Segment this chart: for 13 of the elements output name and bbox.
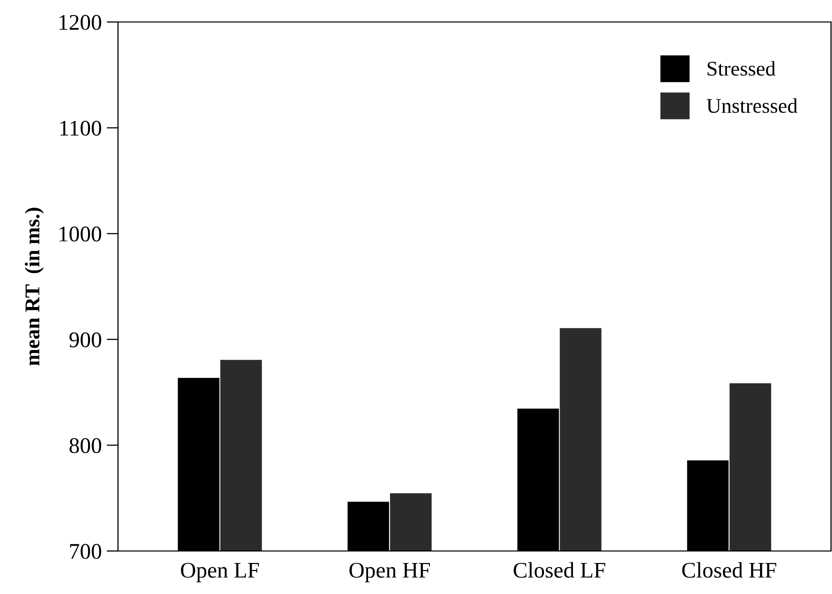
x-tick-label: Closed LF <box>514 562 606 578</box>
y-tick-label: 1200 <box>60 14 102 30</box>
y-axis-title: mean RT (in ms.) <box>24 208 44 366</box>
y-tick-label: 1100 <box>60 120 102 136</box>
legend-label: Unstressed <box>706 98 798 113</box>
y-tick-label: 900 <box>69 332 102 348</box>
x-tick-label: Open HF <box>349 562 430 582</box>
x-tick-label: Closed HF <box>682 562 776 578</box>
x-tick-label: Open LF <box>180 562 259 582</box>
y-tick-label: 800 <box>70 438 102 454</box>
legend-label: Stressed <box>708 61 776 76</box>
y-tick-label: 700 <box>70 544 102 559</box>
y-tick-label: 1000 <box>60 226 102 242</box>
